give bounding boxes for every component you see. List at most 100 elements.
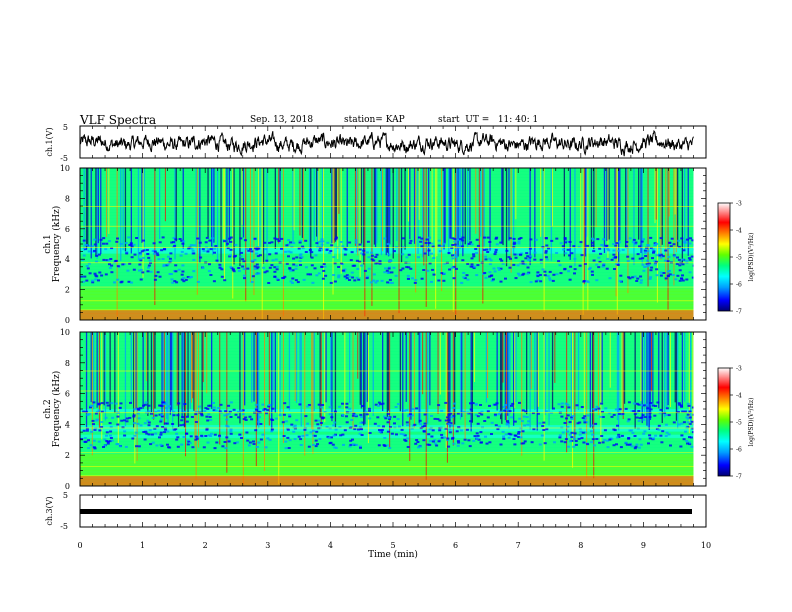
spec-speckle xyxy=(570,431,574,434)
spec-speckle xyxy=(97,409,101,412)
spec-speckle xyxy=(665,407,669,410)
spec-speckle xyxy=(229,401,233,404)
spec-speckle xyxy=(137,417,141,420)
spec-harmonic-line xyxy=(80,300,694,302)
spec-streak xyxy=(226,332,228,473)
spec-speckle xyxy=(618,412,622,415)
spec-speckle xyxy=(688,242,692,245)
spec-speckle xyxy=(509,433,513,436)
spec-speckle xyxy=(159,431,163,434)
spec-speckle xyxy=(149,270,153,273)
spec-speckle xyxy=(124,445,128,448)
spec-speckle xyxy=(417,236,421,239)
spec-speckle xyxy=(631,431,635,434)
spec-streak xyxy=(195,332,197,480)
spec-speckle xyxy=(295,264,299,267)
spec-speckle xyxy=(504,404,507,406)
x-tick-label: 2 xyxy=(203,541,208,550)
spec-speckle xyxy=(499,241,503,244)
spec-streak xyxy=(241,168,243,225)
spec-speckle xyxy=(672,243,676,246)
spec-speckle xyxy=(340,262,343,265)
spec-speckle xyxy=(462,276,466,279)
spec-speckle xyxy=(452,265,456,268)
spec-speckle xyxy=(677,423,681,426)
spec-speckle xyxy=(180,443,184,446)
spec-speckle xyxy=(598,260,602,263)
spec-speckle xyxy=(342,443,345,446)
spec-speckle xyxy=(288,267,292,269)
spec-speckle xyxy=(512,237,516,240)
spec-speckle xyxy=(245,248,249,250)
spec-speckle xyxy=(184,252,188,255)
spec-streak xyxy=(274,332,276,413)
spec-speckle xyxy=(234,254,237,257)
spec-streak xyxy=(623,332,626,404)
spec-streak xyxy=(316,168,318,237)
spec-speckle xyxy=(300,256,304,259)
spec-speckle xyxy=(301,247,305,250)
spec-speckle xyxy=(562,248,566,251)
spec-streak xyxy=(182,332,184,407)
spec-speckle xyxy=(473,265,477,268)
spec-streak xyxy=(216,168,219,264)
spec-speckle xyxy=(136,412,140,415)
spec-speckle xyxy=(683,241,686,244)
y-tick-label: 4 xyxy=(65,255,70,264)
spec-speckle xyxy=(638,257,642,260)
spec-streak xyxy=(387,168,390,257)
spec-speckle xyxy=(493,413,497,416)
spec-speckle xyxy=(401,237,405,240)
spec-speckle xyxy=(358,243,362,246)
spec-speckle xyxy=(274,258,278,261)
spec-speckle xyxy=(378,260,382,263)
spec-speckle xyxy=(138,269,141,272)
spec-streak xyxy=(147,332,149,416)
spec-speckle xyxy=(298,260,302,263)
spec-speckle xyxy=(200,434,204,437)
spec-speckle xyxy=(292,257,296,260)
spec-streak xyxy=(130,332,132,404)
spec-speckle xyxy=(143,403,147,406)
spec-speckle xyxy=(601,441,605,444)
spec-speckle xyxy=(248,441,252,444)
spec-streak xyxy=(141,168,143,243)
spec-speckle xyxy=(677,258,681,261)
spec-speckle xyxy=(521,262,525,265)
spec-speckle xyxy=(626,420,630,423)
spec-speckle xyxy=(337,276,341,279)
spec-speckle xyxy=(87,262,91,265)
spec-speckle xyxy=(617,249,621,252)
spec-speckle xyxy=(523,263,527,266)
spec-speckle xyxy=(480,441,483,444)
spec-speckle xyxy=(436,418,440,421)
spec-streak xyxy=(96,168,98,259)
spec-speckle xyxy=(419,423,422,426)
spec-band xyxy=(80,316,694,321)
spec-streak xyxy=(324,332,326,423)
spec-speckle xyxy=(181,416,185,419)
spec-speckle xyxy=(186,276,190,278)
spec-speckle xyxy=(241,265,245,268)
spec-speckle xyxy=(85,265,89,267)
spec-speckle xyxy=(174,264,178,267)
spec-speckle xyxy=(102,258,106,261)
spec-speckle xyxy=(517,436,521,438)
spec-speckle xyxy=(476,434,480,437)
spec-speckle xyxy=(491,278,495,281)
spec-speckle xyxy=(229,236,233,239)
spec-speckle xyxy=(132,414,136,417)
spec-speckle xyxy=(592,238,596,241)
spec-streak xyxy=(202,332,204,383)
spec-streak xyxy=(261,168,263,320)
spec-speckle xyxy=(448,428,452,431)
spec-speckle xyxy=(542,429,546,431)
spec-speckle xyxy=(452,442,456,445)
spec-speckle xyxy=(378,262,382,265)
spec-speckle xyxy=(399,269,403,272)
spec-speckle xyxy=(626,255,630,258)
spec-speckle xyxy=(646,250,650,253)
spec-speckle xyxy=(322,269,326,272)
spec-speckle xyxy=(154,411,158,413)
spec-speckle xyxy=(388,281,392,284)
